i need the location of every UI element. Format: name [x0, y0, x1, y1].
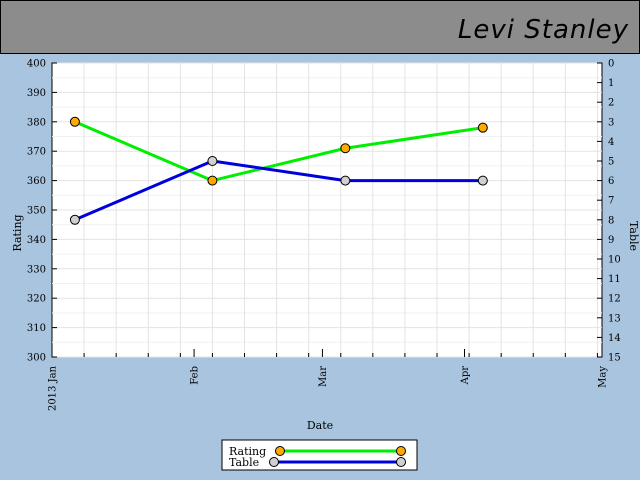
x-tick-label: Mar	[318, 366, 329, 387]
series-layer	[69, 116, 488, 225]
right-tick-label: 6	[608, 176, 614, 187]
left-tick-label: 330	[27, 264, 46, 275]
left-tick-label: 300	[27, 353, 46, 364]
right-tick-label: 10	[608, 255, 621, 266]
data-point-rating	[477, 122, 488, 133]
left-tick-label: 360	[27, 176, 46, 187]
series-line-table	[74, 159, 483, 222]
right-tick-label: 15	[608, 353, 621, 364]
data-point-table	[477, 175, 488, 186]
right-tick-label: 13	[608, 313, 621, 324]
y-axis-title-left: Rating	[11, 214, 24, 251]
x-tick-label: Apr	[460, 366, 471, 386]
series-line-rating	[74, 120, 484, 183]
right-tick-label: 2	[608, 98, 614, 109]
legend-marker-table	[396, 457, 406, 467]
right-tick-label: 11	[608, 274, 621, 285]
legend-marker-table	[269, 457, 279, 467]
data-point-table	[69, 214, 80, 225]
data-point-rating	[340, 143, 351, 154]
left-axis: 300 310 320 330 340 350 360 370 380 390 400	[27, 59, 57, 364]
legend-marker-rating	[275, 446, 285, 456]
right-tick-label: 8	[608, 215, 614, 226]
left-tick-label: 340	[27, 235, 46, 246]
data-point-table	[207, 156, 218, 166]
right-tick-label: 3	[608, 117, 614, 128]
legend-marker-rating	[396, 446, 406, 456]
legend-label-rating: Rating	[229, 445, 266, 458]
right-tick-label: 9	[608, 235, 614, 246]
right-tick-label: 5	[608, 157, 614, 168]
data-point-table	[340, 175, 351, 186]
data-point-rating	[207, 175, 218, 186]
right-tick-label: 12	[608, 294, 621, 305]
legend-box	[221, 439, 418, 471]
right-tick-label: 14	[608, 333, 621, 344]
left-tick-label: 310	[27, 323, 46, 334]
x-axis: 2013 Jan Feb Mar Apr May	[48, 349, 609, 411]
legend-label-table: Table	[229, 456, 259, 469]
left-tick-label: 380	[27, 117, 46, 128]
x-tick-label: Feb	[190, 366, 201, 385]
left-tick-label: 370	[27, 147, 46, 158]
right-tick-label: 4	[608, 137, 614, 148]
x-axis-title: Date	[307, 419, 333, 432]
player-name: Levi Stanley	[457, 15, 629, 45]
left-tick-label: 320	[27, 294, 46, 305]
grid-lines	[52, 62, 602, 358]
chart-header: Levi Stanley	[0, 0, 640, 54]
left-tick-label: 390	[27, 88, 46, 99]
right-tick-label: 0	[608, 59, 614, 70]
x-tick-label: May	[598, 366, 609, 388]
y-axis-title-right: Table	[627, 221, 640, 251]
right-tick-label: 7	[608, 196, 614, 207]
left-tick-label: 400	[27, 59, 46, 70]
right-tick-label: 1	[608, 78, 614, 89]
left-tick-label: 350	[27, 206, 46, 217]
x-tick-label: 2013 Jan	[48, 365, 59, 411]
data-point-rating	[69, 116, 80, 127]
